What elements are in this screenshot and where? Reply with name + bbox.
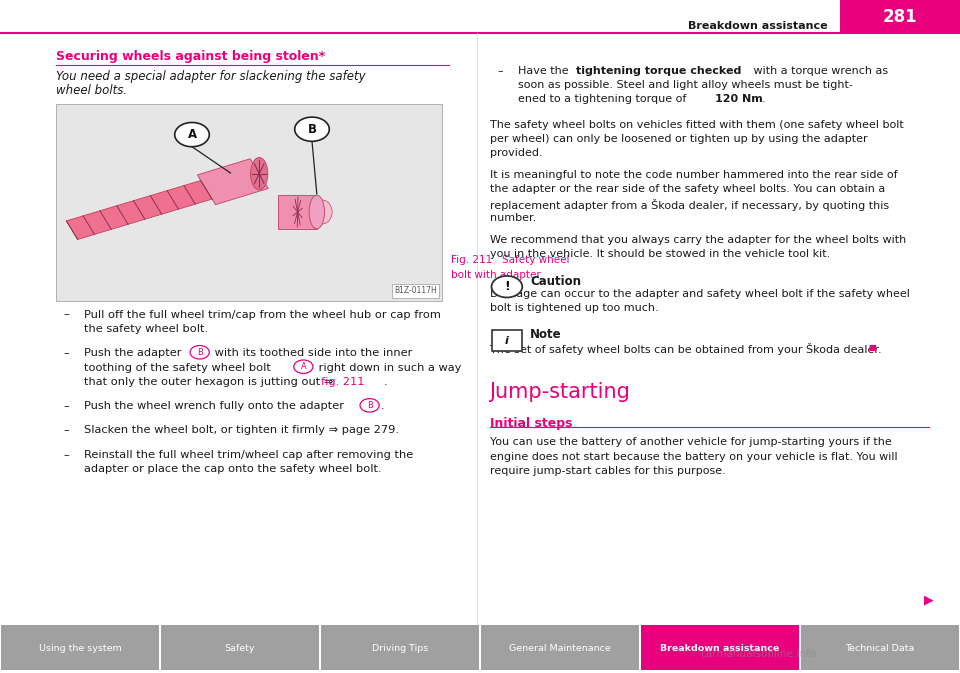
Text: Initial steps: Initial steps	[490, 417, 572, 429]
FancyBboxPatch shape	[1, 625, 159, 670]
Text: Reinstall the full wheel trim/wheel cap after removing the: Reinstall the full wheel trim/wheel cap …	[84, 450, 414, 460]
Circle shape	[360, 398, 379, 412]
Text: wheel bolts.: wheel bolts.	[56, 85, 127, 98]
Text: –: –	[63, 450, 69, 460]
Text: Breakdown assistance: Breakdown assistance	[660, 644, 780, 653]
Text: soon as possible. Steel and light alloy wheels must be tight-: soon as possible. Steel and light alloy …	[518, 80, 853, 90]
FancyBboxPatch shape	[840, 0, 960, 34]
Text: bolt with adapter: bolt with adapter	[451, 270, 540, 280]
Circle shape	[190, 345, 209, 359]
Text: –: –	[63, 348, 69, 358]
Text: B1Z-0117H: B1Z-0117H	[394, 287, 437, 295]
FancyBboxPatch shape	[161, 625, 319, 670]
FancyBboxPatch shape	[801, 625, 959, 670]
Text: Pull off the full wheel trim/cap from the wheel hub or cap from: Pull off the full wheel trim/cap from th…	[84, 310, 442, 320]
Text: ened to a tightening torque of: ened to a tightening torque of	[518, 94, 690, 104]
Polygon shape	[198, 159, 268, 205]
Text: B: B	[197, 348, 203, 357]
Text: You can use the battery of another vehicle for jump-starting yours if the: You can use the battery of another vehic…	[490, 437, 891, 448]
Text: –: –	[63, 425, 69, 435]
Text: ▶: ▶	[924, 594, 934, 607]
Text: engine does not start because the battery on your vehicle is flat. You will: engine does not start because the batter…	[490, 452, 898, 462]
FancyBboxPatch shape	[492, 330, 522, 351]
Circle shape	[295, 117, 329, 141]
Text: 281: 281	[882, 8, 918, 26]
Text: Push the wheel wrench fully onto the adapter: Push the wheel wrench fully onto the ada…	[84, 401, 348, 411]
Text: Caution: Caution	[530, 275, 581, 287]
FancyBboxPatch shape	[321, 625, 479, 670]
Text: Have the: Have the	[518, 66, 572, 76]
Text: The set of safety wheel bolts can be obtained from your Škoda dealer.: The set of safety wheel bolts can be obt…	[490, 343, 885, 355]
Text: .: .	[381, 401, 385, 411]
Text: Slacken the wheel bolt, or tighten it firmly ⇒ page 279.: Slacken the wheel bolt, or tighten it fi…	[84, 425, 399, 435]
Text: carmanualsonline.info: carmanualsonline.info	[701, 649, 817, 659]
Ellipse shape	[251, 157, 268, 190]
Text: The safety wheel bolts on vehicles fitted with them (one safety wheel bolt: The safety wheel bolts on vehicles fitte…	[490, 120, 903, 130]
Text: right down in such a way: right down in such a way	[315, 363, 461, 373]
Text: that only the outer hexagon is jutting out ⇒: that only the outer hexagon is jutting o…	[84, 377, 338, 387]
Text: General Maintenance: General Maintenance	[509, 644, 611, 653]
Circle shape	[492, 276, 522, 297]
Polygon shape	[66, 180, 212, 240]
Text: Securing wheels against being stolen*: Securing wheels against being stolen*	[56, 50, 324, 63]
Text: .: .	[761, 94, 765, 104]
FancyBboxPatch shape	[641, 625, 799, 670]
Circle shape	[175, 122, 209, 147]
Text: the safety wheel bolt.: the safety wheel bolt.	[84, 324, 208, 334]
Text: .: .	[384, 377, 388, 387]
Text: Push the adapter: Push the adapter	[84, 348, 185, 358]
Text: fig. 211: fig. 211	[321, 377, 364, 387]
Text: –: –	[497, 66, 503, 76]
FancyBboxPatch shape	[56, 104, 442, 301]
Text: tightening torque checked: tightening torque checked	[576, 66, 741, 76]
Text: toothing of the safety wheel bolt: toothing of the safety wheel bolt	[84, 363, 275, 373]
Text: B: B	[307, 122, 317, 136]
Text: the adapter or the rear side of the safety wheel bolts. You can obtain a: the adapter or the rear side of the safe…	[490, 184, 885, 194]
Text: We recommend that you always carry the adapter for the wheel bolts with: We recommend that you always carry the a…	[490, 235, 906, 245]
Text: you in the vehicle. It should be stowed in the vehicle tool kit.: you in the vehicle. It should be stowed …	[490, 249, 829, 259]
Text: Using the system: Using the system	[38, 644, 121, 653]
Text: number.: number.	[490, 213, 536, 223]
Text: ■: ■	[868, 343, 876, 351]
Text: –: –	[63, 310, 69, 320]
Text: !: !	[504, 280, 510, 293]
Text: Damage can occur to the adapter and safety wheel bolt if the safety wheel: Damage can occur to the adapter and safe…	[490, 289, 909, 299]
Ellipse shape	[311, 200, 332, 224]
Text: B: B	[367, 401, 372, 410]
Text: with its toothed side into the inner: with its toothed side into the inner	[211, 348, 413, 358]
Text: You need a special adapter for slackening the safety: You need a special adapter for slackenin…	[56, 70, 366, 83]
Text: i: i	[505, 336, 509, 345]
Text: provided.: provided.	[490, 148, 542, 158]
Text: Fig. 211   Safety wheel: Fig. 211 Safety wheel	[451, 255, 569, 265]
Text: A: A	[187, 128, 197, 141]
Text: Technical Data: Technical Data	[846, 644, 915, 653]
Text: with a torque wrench as: with a torque wrench as	[750, 66, 888, 76]
Ellipse shape	[309, 195, 324, 229]
Text: It is meaningful to note the code number hammered into the rear side of: It is meaningful to note the code number…	[490, 170, 898, 180]
Text: Driving Tips: Driving Tips	[372, 644, 428, 653]
Text: 120 Nm: 120 Nm	[715, 94, 763, 104]
Text: Note: Note	[530, 328, 562, 341]
FancyBboxPatch shape	[278, 195, 317, 229]
Text: adapter or place the cap onto the safety wheel bolt.: adapter or place the cap onto the safety…	[84, 464, 382, 474]
Text: Jump-starting: Jump-starting	[490, 382, 631, 402]
Text: Breakdown assistance: Breakdown assistance	[688, 21, 828, 30]
Text: –: –	[63, 401, 69, 411]
Text: replacement adapter from a Škoda dealer, if necessary, by quoting this: replacement adapter from a Škoda dealer,…	[490, 199, 889, 211]
Circle shape	[294, 360, 313, 374]
Text: bolt is tightened up too much.: bolt is tightened up too much.	[490, 303, 659, 313]
Text: per wheel) can only be loosened or tighten up by using the adapter: per wheel) can only be loosened or tight…	[490, 134, 867, 144]
FancyBboxPatch shape	[481, 625, 639, 670]
Text: Safety: Safety	[225, 644, 255, 653]
Text: require jump-start cables for this purpose.: require jump-start cables for this purpo…	[490, 466, 726, 476]
Text: A: A	[300, 362, 306, 371]
